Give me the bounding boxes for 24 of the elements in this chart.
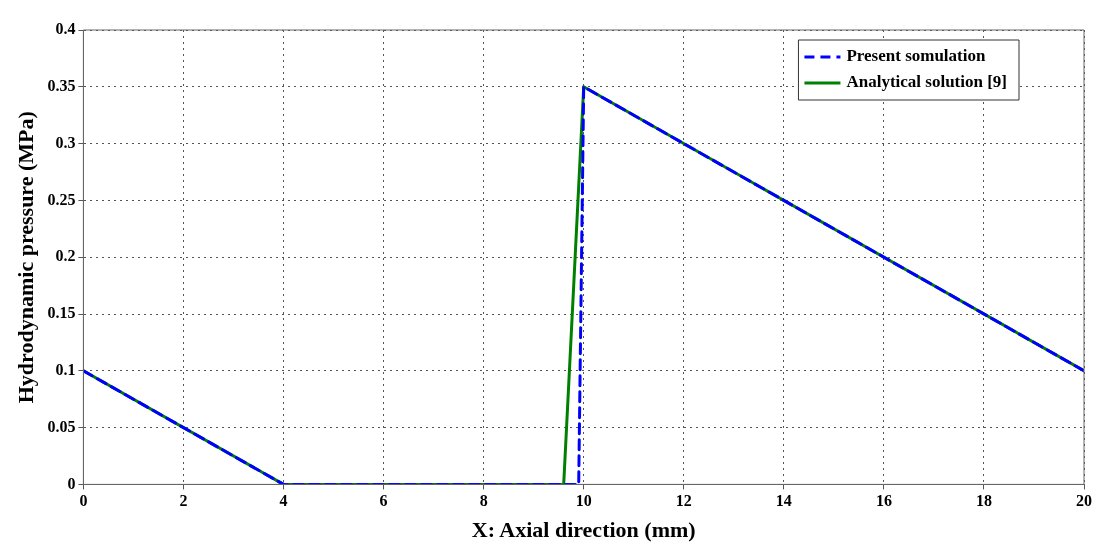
legend-label: Present somulation [846, 46, 986, 66]
x-tick-label: 6 [379, 492, 388, 510]
x-axis-title: X: Axial direction (mm) [471, 517, 696, 543]
x-tick-label: 8 [479, 492, 488, 510]
x-tick-label: 10 [575, 492, 592, 510]
y-tick-label: 0.3 [55, 133, 76, 151]
legend-label: Analytical solution [9] [846, 72, 1007, 92]
y-tick-label: 0.2 [55, 247, 76, 265]
y-tick-label: 0.05 [47, 417, 76, 435]
x-tick-label: 18 [975, 492, 992, 510]
x-tick-label: 16 [875, 492, 892, 510]
y-tick-label: 0 [67, 474, 76, 492]
x-tick-label: 20 [1076, 492, 1092, 510]
x-tick-label: 0 [79, 492, 88, 510]
x-tick-label: 14 [775, 492, 792, 510]
y-axis-title: Hydrodynamic pressure (MPa) [12, 111, 38, 404]
y-tick-label: 0.25 [47, 190, 76, 208]
x-tick-label: 12 [675, 492, 692, 510]
y-tick-label: 0.1 [55, 360, 76, 378]
y-tick-label: 0.4 [55, 20, 76, 38]
x-tick-label: 4 [279, 492, 288, 510]
x-tick-label: 2 [179, 492, 188, 510]
y-tick-label: 0.35 [47, 76, 76, 94]
y-tick-label: 0.15 [47, 304, 76, 322]
